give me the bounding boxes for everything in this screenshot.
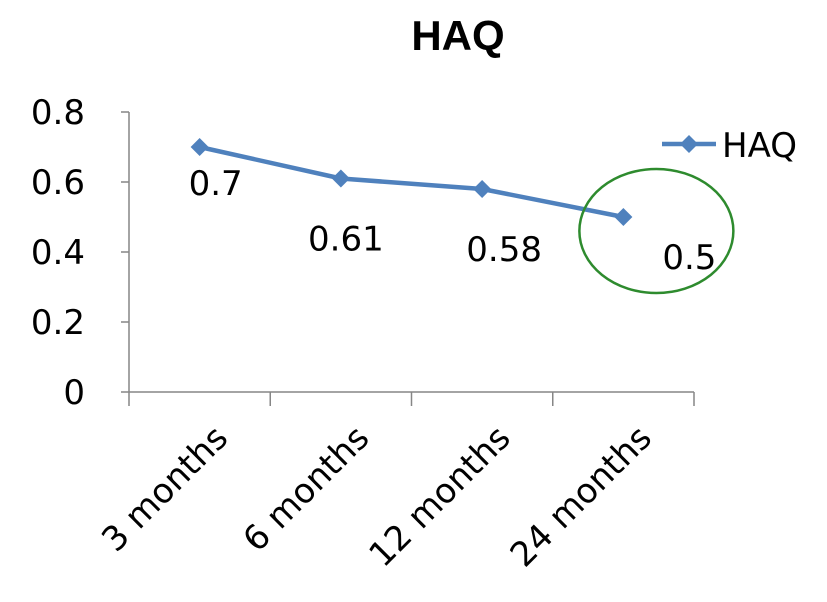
data-label: 0.58 <box>466 230 542 270</box>
y-tick-label: 0.2 <box>31 303 85 343</box>
data-point-marker <box>614 208 633 226</box>
series-line <box>199 144 624 220</box>
x-category-label: 24 months <box>503 418 660 575</box>
y-tick-label: 0.4 <box>31 233 85 273</box>
highlight-ellipse <box>578 167 735 295</box>
series <box>190 138 633 226</box>
data-label: 0.5 <box>662 238 716 278</box>
data-point-marker <box>190 138 209 156</box>
legend-marker <box>680 135 698 153</box>
y-tick-label: 0 <box>63 373 85 413</box>
legend-label: HAQ <box>722 126 797 166</box>
x-category-label: 3 months <box>94 418 236 560</box>
x-category-label: 12 months <box>361 418 518 575</box>
chart-title: HAQ <box>411 12 504 59</box>
data-labels: 0.7 0.61 0.58 0.5 <box>189 164 717 278</box>
data-point-marker <box>331 169 350 188</box>
annotations <box>578 167 735 295</box>
data-point-marker <box>473 180 492 198</box>
legend: HAQ <box>662 126 797 166</box>
data-label: 0.61 <box>308 220 384 260</box>
y-tick-label: 0.6 <box>31 163 85 203</box>
data-label: 0.7 <box>189 164 243 204</box>
y-axis-ticks: 0 0.2 0.4 0.6 0.8 <box>31 93 129 413</box>
x-category-label: 6 months <box>235 418 377 560</box>
axes <box>128 112 694 393</box>
y-tick-label: 0.8 <box>31 93 85 133</box>
